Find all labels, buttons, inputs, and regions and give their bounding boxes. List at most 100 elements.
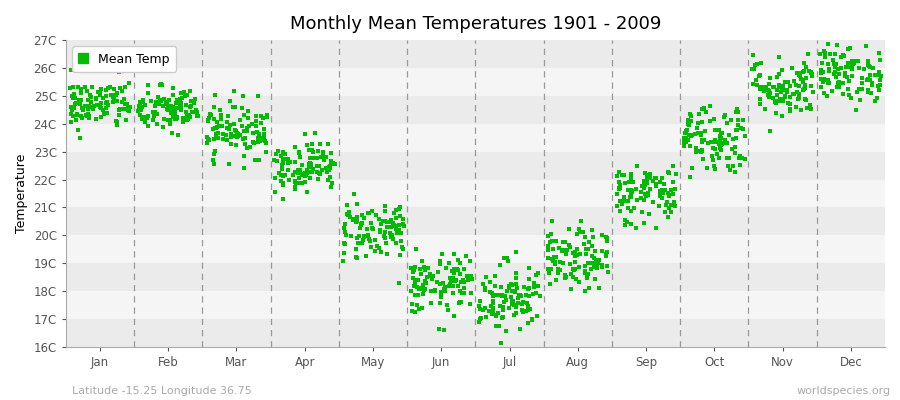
Point bbox=[260, 114, 274, 120]
Point bbox=[738, 132, 752, 139]
Point bbox=[222, 98, 237, 104]
Point bbox=[207, 136, 221, 143]
Point bbox=[410, 292, 425, 298]
Point bbox=[424, 273, 438, 279]
Point bbox=[636, 185, 651, 191]
Point bbox=[342, 212, 356, 218]
Point bbox=[860, 76, 875, 83]
Point bbox=[81, 110, 95, 117]
Point bbox=[362, 236, 376, 242]
Point bbox=[159, 106, 174, 112]
Point bbox=[821, 79, 835, 86]
Point bbox=[235, 123, 249, 130]
Point bbox=[323, 165, 338, 171]
Point bbox=[599, 238, 614, 245]
Point bbox=[640, 192, 654, 198]
Point bbox=[85, 84, 99, 90]
Point bbox=[164, 103, 178, 110]
Point bbox=[396, 222, 410, 229]
Point bbox=[475, 307, 490, 314]
Point bbox=[611, 185, 625, 191]
Point bbox=[80, 103, 94, 110]
Point bbox=[132, 106, 147, 113]
Point bbox=[328, 160, 342, 167]
Point bbox=[770, 98, 784, 104]
Point bbox=[350, 218, 365, 224]
Point bbox=[305, 166, 320, 172]
Point bbox=[580, 273, 594, 280]
Point bbox=[565, 266, 580, 273]
Point bbox=[737, 156, 751, 162]
Point bbox=[508, 288, 523, 294]
Point bbox=[695, 147, 709, 154]
Point bbox=[312, 140, 327, 147]
Point bbox=[639, 193, 653, 200]
Point bbox=[73, 97, 87, 103]
Point bbox=[396, 220, 410, 227]
Point bbox=[707, 138, 722, 145]
Point bbox=[552, 266, 566, 272]
Point bbox=[680, 137, 695, 143]
Point bbox=[175, 95, 189, 102]
Point bbox=[769, 110, 783, 116]
Point bbox=[691, 120, 706, 126]
Point bbox=[64, 119, 78, 125]
Point bbox=[380, 219, 394, 226]
Point bbox=[472, 316, 487, 322]
Point bbox=[365, 226, 380, 232]
Point bbox=[859, 43, 873, 49]
Point bbox=[237, 153, 251, 159]
Point bbox=[640, 177, 654, 183]
Point bbox=[781, 79, 796, 86]
Point bbox=[725, 146, 740, 152]
Point bbox=[323, 158, 338, 164]
Point bbox=[237, 164, 251, 171]
Point bbox=[83, 92, 97, 98]
Point bbox=[326, 160, 340, 166]
Point bbox=[354, 221, 368, 227]
Point bbox=[541, 254, 555, 261]
Point bbox=[780, 88, 795, 95]
Point bbox=[312, 170, 327, 177]
Point bbox=[310, 169, 324, 176]
Point bbox=[562, 242, 576, 248]
Point bbox=[572, 279, 586, 286]
Point bbox=[389, 226, 403, 233]
Point bbox=[115, 88, 130, 94]
Point bbox=[204, 112, 219, 118]
Point bbox=[258, 138, 273, 144]
Point bbox=[161, 105, 176, 112]
Point bbox=[220, 125, 234, 131]
Point bbox=[63, 104, 77, 111]
Point bbox=[223, 122, 238, 129]
Point bbox=[620, 198, 634, 204]
Point bbox=[649, 181, 663, 188]
Point bbox=[508, 304, 523, 310]
Point bbox=[495, 292, 509, 298]
Point bbox=[221, 126, 236, 132]
Point bbox=[545, 238, 560, 244]
Point bbox=[842, 64, 856, 70]
Point bbox=[346, 190, 361, 197]
Point bbox=[577, 240, 591, 247]
Point bbox=[478, 286, 492, 292]
Point bbox=[486, 305, 500, 311]
Point bbox=[872, 50, 886, 56]
Point bbox=[680, 120, 695, 127]
Point bbox=[804, 70, 818, 76]
Point bbox=[634, 194, 648, 201]
Point bbox=[799, 105, 814, 111]
Point bbox=[454, 279, 468, 286]
Point bbox=[548, 277, 562, 284]
Point bbox=[599, 248, 614, 255]
Point bbox=[259, 149, 274, 155]
Point bbox=[304, 140, 319, 147]
Point bbox=[188, 96, 202, 102]
Point bbox=[160, 106, 175, 113]
Point bbox=[409, 246, 423, 252]
Point bbox=[323, 174, 338, 180]
Point bbox=[396, 246, 410, 252]
Point bbox=[418, 279, 433, 286]
Point bbox=[806, 89, 821, 96]
Point bbox=[612, 198, 626, 205]
